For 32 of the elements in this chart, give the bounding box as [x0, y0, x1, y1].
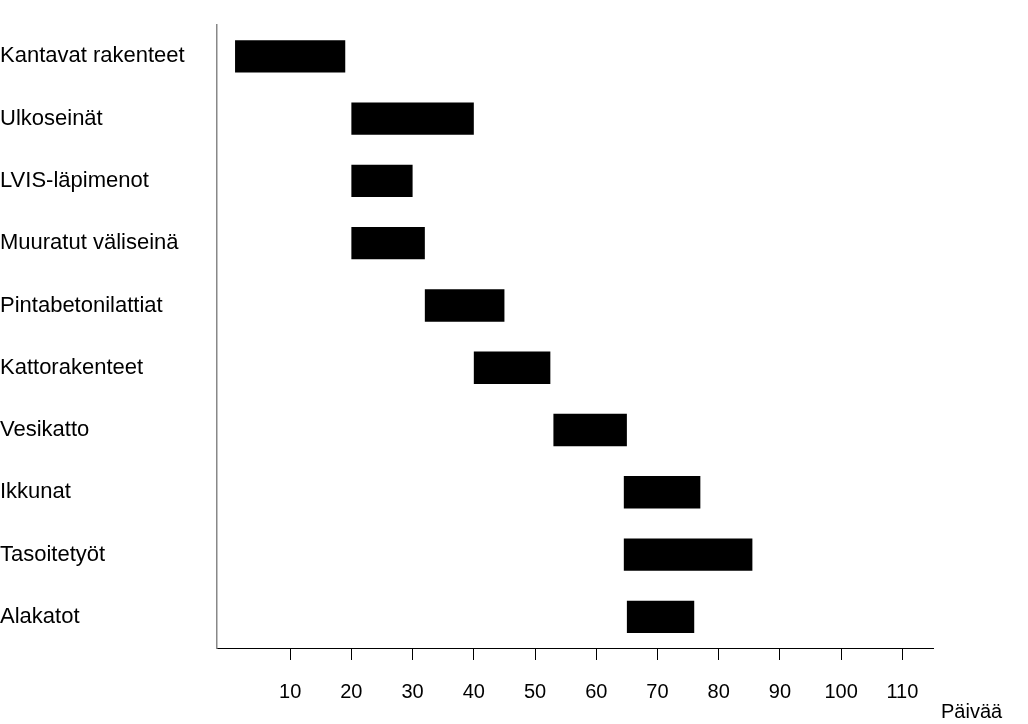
y-tick-label: Alakatot: [0, 602, 80, 628]
bar: [351, 226, 425, 260]
bar: [424, 289, 505, 322]
x-tick-label: 80: [707, 679, 730, 702]
y-tick-label: Ikkunat: [0, 478, 71, 504]
x-axis-title: Päivää: [941, 699, 1004, 722]
bar: [235, 40, 346, 73]
x-tick-label: 20: [340, 679, 363, 702]
bar: [623, 538, 753, 571]
x-tick-label: 10: [279, 679, 302, 702]
y-tick-label: Ulkoseinät: [0, 104, 103, 130]
x-tick-label: 30: [401, 679, 424, 702]
y-tick-label: Muuratut väliseinä: [0, 229, 180, 255]
x-tick-label: 110: [886, 679, 919, 702]
x-tick-label: 60: [585, 679, 608, 702]
bar: [351, 102, 474, 135]
bar: [351, 164, 413, 198]
x-tick-label: 90: [768, 679, 792, 702]
bar: [623, 476, 701, 509]
x-tick-label: 50: [523, 679, 547, 702]
y-tick-label: Kattorakenteet: [0, 353, 144, 379]
bar: [473, 351, 551, 384]
y-tick-label: LVIS-läpimenot: [0, 166, 149, 192]
y-tick-label: Tasoitetyöt: [0, 540, 106, 566]
y-tick-label: Vesikatto: [0, 416, 90, 442]
y-tick-label: Kantavat rakenteet: [0, 42, 185, 68]
y-tick-label: Pintabetonilattiat: [0, 291, 163, 317]
bar: [626, 600, 695, 634]
x-tick-label: 70: [646, 679, 669, 702]
bar: [553, 413, 627, 447]
x-tick-label: 40: [462, 679, 485, 702]
x-tick-label: 100: [824, 679, 858, 702]
